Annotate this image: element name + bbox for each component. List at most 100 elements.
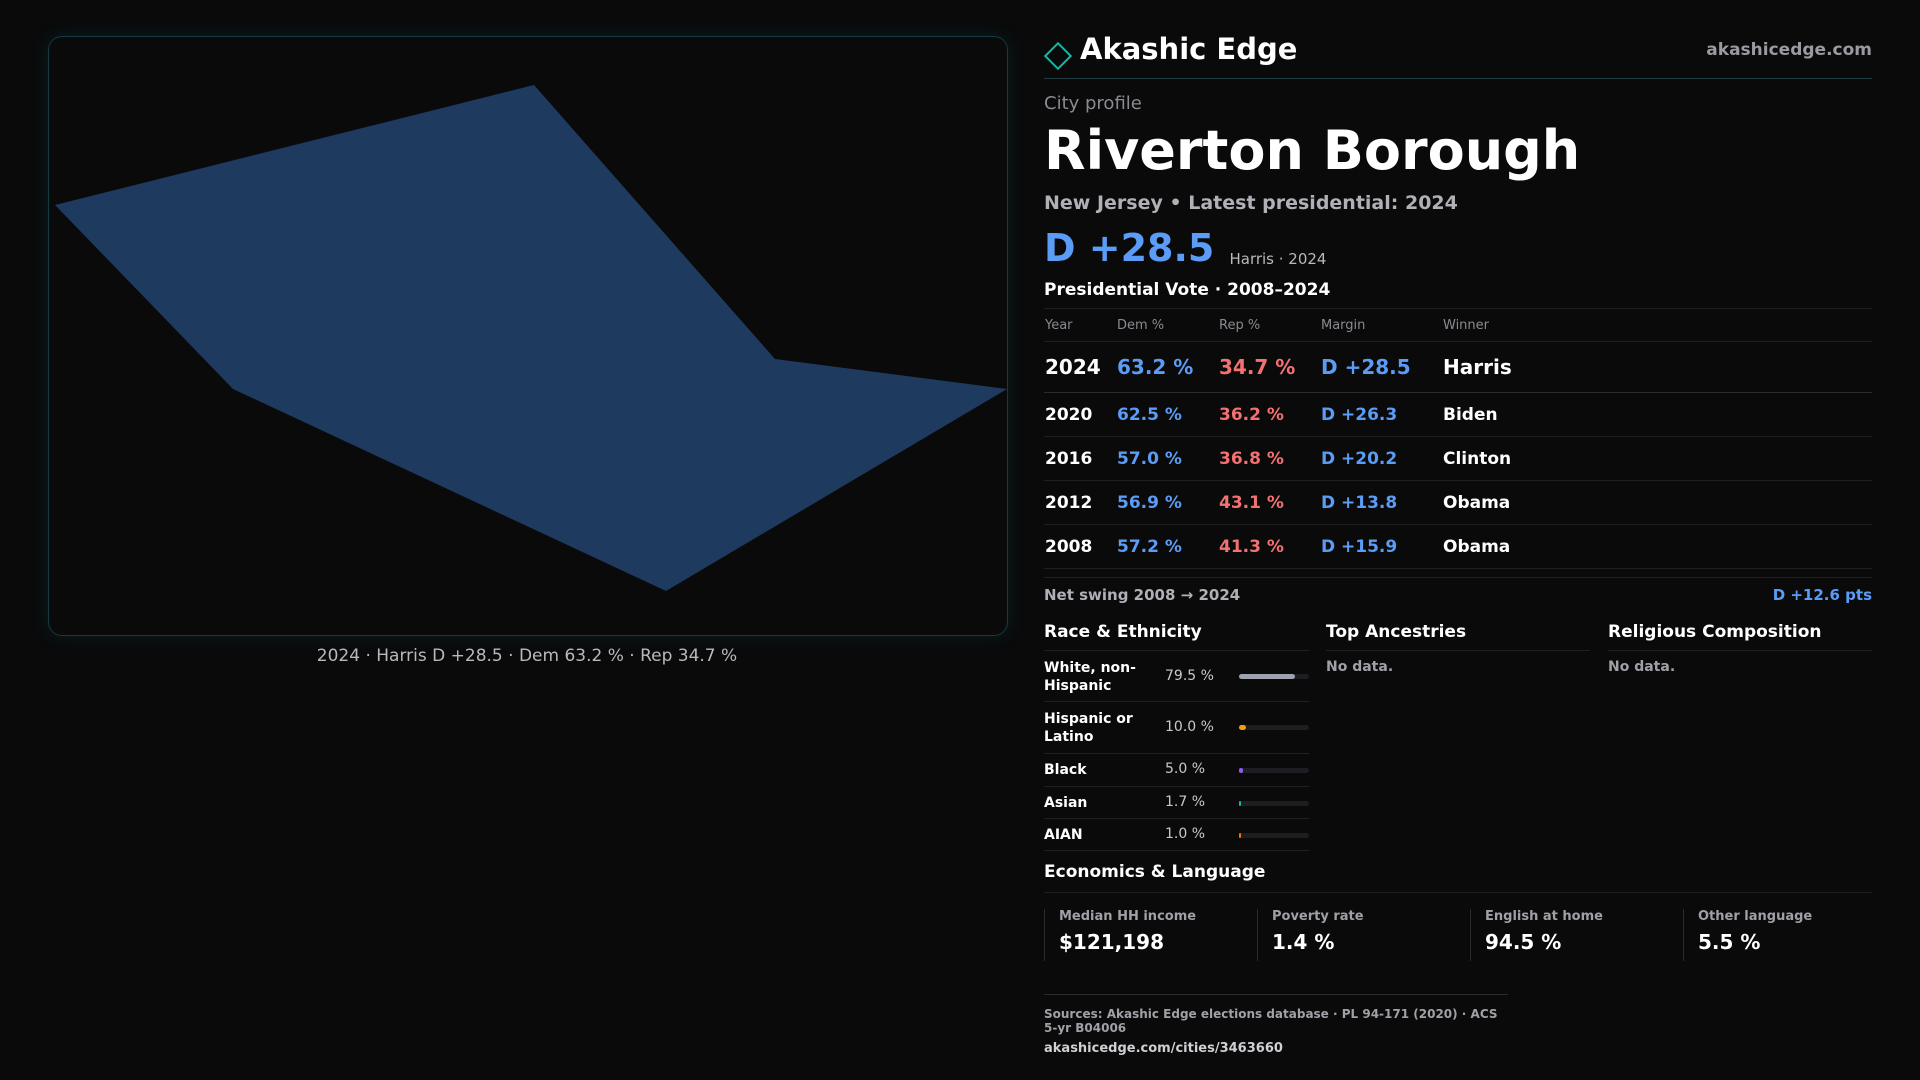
map-panel[interactable] <box>48 36 1008 636</box>
stat-value: 1.4 % <box>1272 930 1335 954</box>
race-bar-fill <box>1239 768 1243 773</box>
race-ethnicity-panel: Race & Ethnicity White, non-Hispanic 79.… <box>1044 622 1309 851</box>
race-label: Asian <box>1044 795 1088 811</box>
race-percent: 5.0 % <box>1165 761 1206 777</box>
row-rep: 34.7 % <box>1218 341 1320 393</box>
religion-panel: Religious Composition No data. <box>1608 622 1872 675</box>
race-bar-fill <box>1239 801 1242 806</box>
race-section-title: Race & Ethnicity <box>1044 622 1309 651</box>
header-year: Year <box>1044 309 1116 342</box>
row-winner: Clinton <box>1442 436 1872 481</box>
table-row: 2008 57.2 % 41.3 % D +15.9 Obama <box>1044 524 1872 569</box>
list-item: Asian 1.7 % <box>1044 787 1309 819</box>
row-dem: 62.5 % <box>1116 392 1218 437</box>
demographics-section: Race & Ethnicity White, non-Hispanic 79.… <box>1044 622 1872 862</box>
race-label: Hispanic or Latino <box>1044 711 1133 745</box>
race-percent: 79.5 % <box>1165 668 1214 684</box>
net-swing-label: Net swing 2008 → 2024 <box>1044 586 1241 604</box>
row-margin: D +15.9 <box>1320 524 1442 569</box>
page-footer: Sources: Akashic Edge elections database… <box>1044 994 1508 1056</box>
net-swing-row: Net swing 2008 → 2024 D +12.6 pts <box>1044 577 1872 616</box>
race-bar-track <box>1239 725 1309 730</box>
ancestries-section-title: Top Ancestries <box>1326 622 1590 651</box>
row-winner: Obama <box>1442 480 1872 525</box>
row-dem: 56.9 % <box>1116 480 1218 525</box>
margin-note: Harris · 2024 <box>1229 250 1327 268</box>
header-dem: Dem % <box>1116 309 1218 342</box>
race-bar-track <box>1239 768 1309 773</box>
race-bar-track <box>1239 801 1309 806</box>
header-winner: Winner <box>1442 309 1872 342</box>
row-year: 2008 <box>1044 524 1116 569</box>
stat-value: 5.5 % <box>1698 930 1761 954</box>
row-winner: Harris <box>1442 341 1872 393</box>
race-percent: 10.0 % <box>1165 719 1214 735</box>
list-item: Hispanic or Latino 10.0 % <box>1044 702 1309 754</box>
vote-table-header: Year Dem % Rep % Margin Winner <box>1044 309 1872 342</box>
row-rep: 36.2 % <box>1218 392 1320 437</box>
stat-poverty-rate: Poverty rate 1.4 % <box>1257 909 1467 961</box>
row-dem: 57.2 % <box>1116 524 1218 569</box>
stat-label: English at home <box>1485 909 1603 924</box>
page-subtitle: New Jersey • Latest presidential: 2024 <box>1044 192 1458 214</box>
economics-section-title: Economics & Language <box>1044 862 1872 893</box>
stat-label: Median HH income <box>1059 909 1197 924</box>
religion-empty-text: No data. <box>1608 659 1676 675</box>
diamond-logo-icon <box>1043 41 1073 71</box>
header-rep: Rep % <box>1218 309 1320 342</box>
race-bar-fill <box>1239 674 1295 679</box>
race-bar-track <box>1239 674 1309 679</box>
brand-name[interactable]: Akashic Edge <box>1080 32 1298 66</box>
page-title: Riverton Borough <box>1044 119 1581 182</box>
race-label: Black <box>1044 762 1087 778</box>
row-rep: 43.1 % <box>1218 480 1320 525</box>
stat-value: 94.5 % <box>1485 930 1562 954</box>
row-winner: Biden <box>1442 392 1872 437</box>
net-swing-value: D +12.6 pts <box>1772 586 1872 604</box>
row-year: 2016 <box>1044 436 1116 481</box>
list-item: Black 5.0 % <box>1044 754 1309 787</box>
margin-value: D +28.5 <box>1044 226 1215 270</box>
race-percent: 1.0 % <box>1165 826 1206 842</box>
city-boundary-shape[interactable] <box>55 85 1007 591</box>
row-margin: D +20.2 <box>1320 436 1442 481</box>
stat-label: Other language <box>1698 909 1813 924</box>
map-caption: 2024 · Harris D +28.5 · Dem 63.2 % · Rep… <box>316 646 738 666</box>
table-row: 2020 62.5 % 36.2 % D +26.3 Biden <box>1044 392 1872 437</box>
profile-panel: Akashic Edge akashicedge.com City profil… <box>1043 28 1872 967</box>
row-year: 2020 <box>1044 392 1116 437</box>
table-row: 2024 63.2 % 34.7 % D +28.5 Harris <box>1044 341 1872 393</box>
race-percent: 1.7 % <box>1165 794 1206 810</box>
race-label: White, non-Hispanic <box>1044 660 1136 694</box>
race-bar-fill <box>1239 833 1242 838</box>
stat-label: Poverty rate <box>1272 909 1364 924</box>
row-winner: Obama <box>1442 524 1872 569</box>
list-item: White, non-Hispanic 79.5 % <box>1044 651 1309 702</box>
table-row: 2012 56.9 % 43.1 % D +13.8 Obama <box>1044 480 1872 525</box>
vote-table: Year Dem % Rep % Margin Winner 2024 63.2… <box>1044 309 1872 569</box>
race-bar-track <box>1239 833 1309 838</box>
headline-margin: D +28.5 Harris · 2024 <box>1044 226 1872 270</box>
row-dem: 57.0 % <box>1116 436 1218 481</box>
list-item: AIAN 1.0 % <box>1044 819 1309 851</box>
footer-url-link[interactable]: akashicedge.com/cities/3463660 <box>1044 1041 1283 1056</box>
row-dem: 63.2 % <box>1116 341 1218 393</box>
ancestries-empty-text: No data. <box>1326 659 1394 675</box>
vote-section-title: Presidential Vote · 2008–2024 <box>1044 280 1872 309</box>
row-margin: D +13.8 <box>1320 480 1442 525</box>
table-row: 2016 57.0 % 36.8 % D +20.2 Clinton <box>1044 436 1872 481</box>
row-rep: 41.3 % <box>1218 524 1320 569</box>
city-boundary-map[interactable] <box>49 37 1007 635</box>
stat-other-language: Other language 5.5 % <box>1683 909 1872 961</box>
race-bar-fill <box>1239 725 1246 730</box>
stat-value: $121,198 <box>1059 930 1165 954</box>
economics-grid: Median HH income $121,198 Poverty rate 1… <box>1044 903 1872 967</box>
row-year: 2024 <box>1044 341 1116 393</box>
row-rep: 36.8 % <box>1218 436 1320 481</box>
row-margin: D +28.5 <box>1320 341 1442 393</box>
row-year: 2012 <box>1044 480 1116 525</box>
religion-section-title: Religious Composition <box>1608 622 1872 651</box>
brand-header: Akashic Edge akashicedge.com <box>1043 28 1872 79</box>
brand-url-link[interactable]: akashicedge.com <box>1706 40 1872 60</box>
stat-english-at-home: English at home 94.5 % <box>1470 909 1680 961</box>
